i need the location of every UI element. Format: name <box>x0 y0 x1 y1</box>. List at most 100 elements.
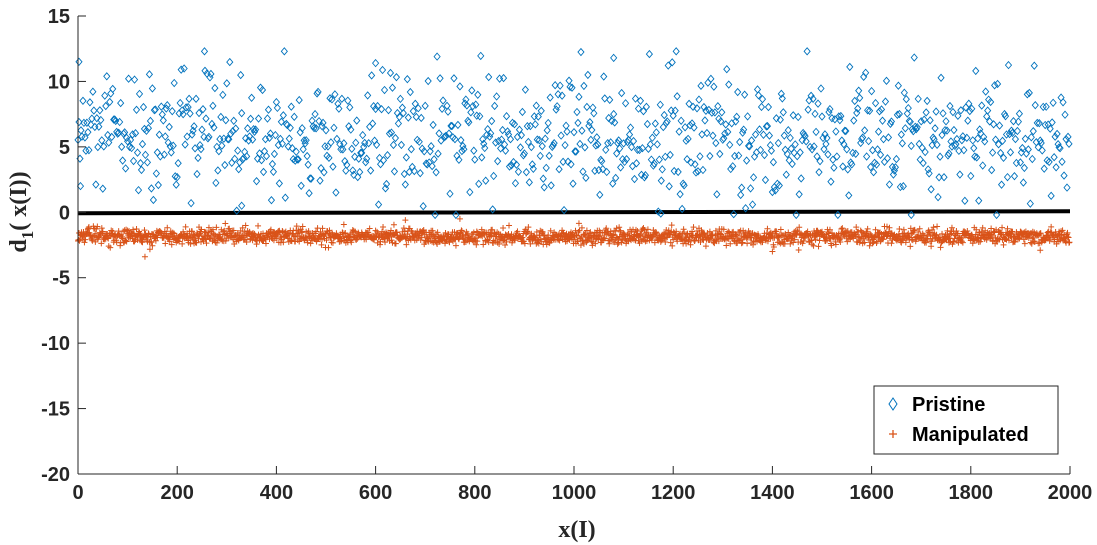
point-pristine <box>169 141 177 150</box>
point-pristine <box>554 90 562 99</box>
point-manipulated <box>948 224 955 231</box>
point-pristine <box>837 111 845 121</box>
point-pristine <box>542 163 550 173</box>
point-pristine <box>466 187 474 197</box>
point-pristine <box>774 138 782 148</box>
point-pristine <box>501 146 510 155</box>
point-pristine <box>832 127 840 136</box>
point-manipulated <box>764 225 771 232</box>
point-pristine <box>558 91 566 100</box>
point-manipulated <box>988 225 995 232</box>
point-pristine <box>749 173 758 182</box>
point-pristine <box>522 167 530 177</box>
point-pristine <box>561 140 569 150</box>
point-pristine <box>941 125 949 135</box>
point-pristine <box>84 127 92 137</box>
point-pristine <box>316 176 324 185</box>
point-manipulated <box>631 236 638 243</box>
point-pristine <box>842 126 850 136</box>
point-pristine <box>611 118 619 127</box>
point-pristine <box>692 168 700 177</box>
point-pristine <box>124 137 132 146</box>
point-pristine <box>410 166 418 176</box>
point-pristine <box>261 134 270 144</box>
point-pristine <box>978 101 986 110</box>
point-manipulated <box>122 237 129 244</box>
point-pristine <box>176 98 184 108</box>
point-pristine <box>572 147 580 156</box>
point-pristine <box>508 118 517 128</box>
point-pristine <box>555 165 563 174</box>
point-pristine <box>742 204 750 213</box>
point-manipulated <box>888 240 895 247</box>
point-pristine <box>804 105 812 114</box>
point-pristine <box>165 122 173 132</box>
point-pristine <box>348 144 356 154</box>
point-pristine <box>266 129 275 138</box>
point-pristine <box>573 107 581 117</box>
point-manipulated <box>506 222 513 229</box>
point-pristine <box>779 108 787 117</box>
point-pristine <box>998 136 1007 146</box>
point-pristine <box>745 142 754 151</box>
point-pristine <box>846 62 854 72</box>
point-pristine <box>767 146 776 155</box>
point-manipulated <box>633 226 639 233</box>
point-pristine <box>847 158 855 167</box>
point-pristine <box>786 133 794 143</box>
point-pristine <box>610 109 618 119</box>
point-pristine <box>970 143 978 153</box>
point-pristine <box>821 130 829 139</box>
point-pristine <box>677 116 685 125</box>
point-pristine <box>172 180 180 189</box>
point-pristine <box>763 121 772 131</box>
point-pristine <box>494 156 502 166</box>
point-manipulated <box>577 242 584 249</box>
point-pristine <box>711 108 719 117</box>
point-pristine <box>638 144 647 153</box>
point-pristine <box>83 118 91 127</box>
point-pristine <box>653 140 661 149</box>
legend-label-pristine: Pristine <box>912 394 985 416</box>
point-pristine <box>438 104 446 113</box>
point-pristine <box>596 190 604 200</box>
point-manipulated <box>669 242 676 249</box>
point-manipulated <box>524 229 531 236</box>
point-pristine <box>601 94 609 103</box>
point-pristine <box>230 116 238 125</box>
point-manipulated <box>299 223 306 230</box>
point-pristine <box>1059 98 1067 107</box>
point-pristine <box>436 74 444 83</box>
point-pristine <box>620 139 628 148</box>
point-pristine <box>287 102 295 111</box>
point-pristine <box>690 123 698 132</box>
point-pristine <box>221 160 229 170</box>
point-manipulated <box>442 240 449 247</box>
point-pristine <box>713 190 721 199</box>
point-pristine <box>590 109 598 118</box>
point-pristine <box>75 57 83 66</box>
point-manipulated <box>82 236 89 243</box>
point-manipulated <box>325 244 332 251</box>
point-pristine <box>886 119 895 129</box>
point-pristine <box>1033 118 1041 128</box>
point-pristine <box>986 117 994 126</box>
point-pristine <box>335 104 343 113</box>
point-pristine <box>641 171 650 180</box>
point-pristine <box>374 200 383 209</box>
point-pristine <box>128 130 137 139</box>
point-manipulated <box>434 229 441 236</box>
point-manipulated <box>690 224 697 231</box>
point-pristine <box>546 93 554 102</box>
point-manipulated <box>255 222 262 229</box>
point-pristine <box>331 90 339 99</box>
point-pristine <box>699 165 707 175</box>
point-pristine <box>920 115 928 124</box>
point-pristine <box>532 101 540 110</box>
point-pristine <box>211 83 219 93</box>
point-pristine <box>933 140 941 150</box>
legend: Pristine Manipulated <box>873 385 1059 455</box>
point-pristine <box>980 132 988 142</box>
point-pristine <box>333 134 341 144</box>
point-pristine <box>892 154 900 164</box>
